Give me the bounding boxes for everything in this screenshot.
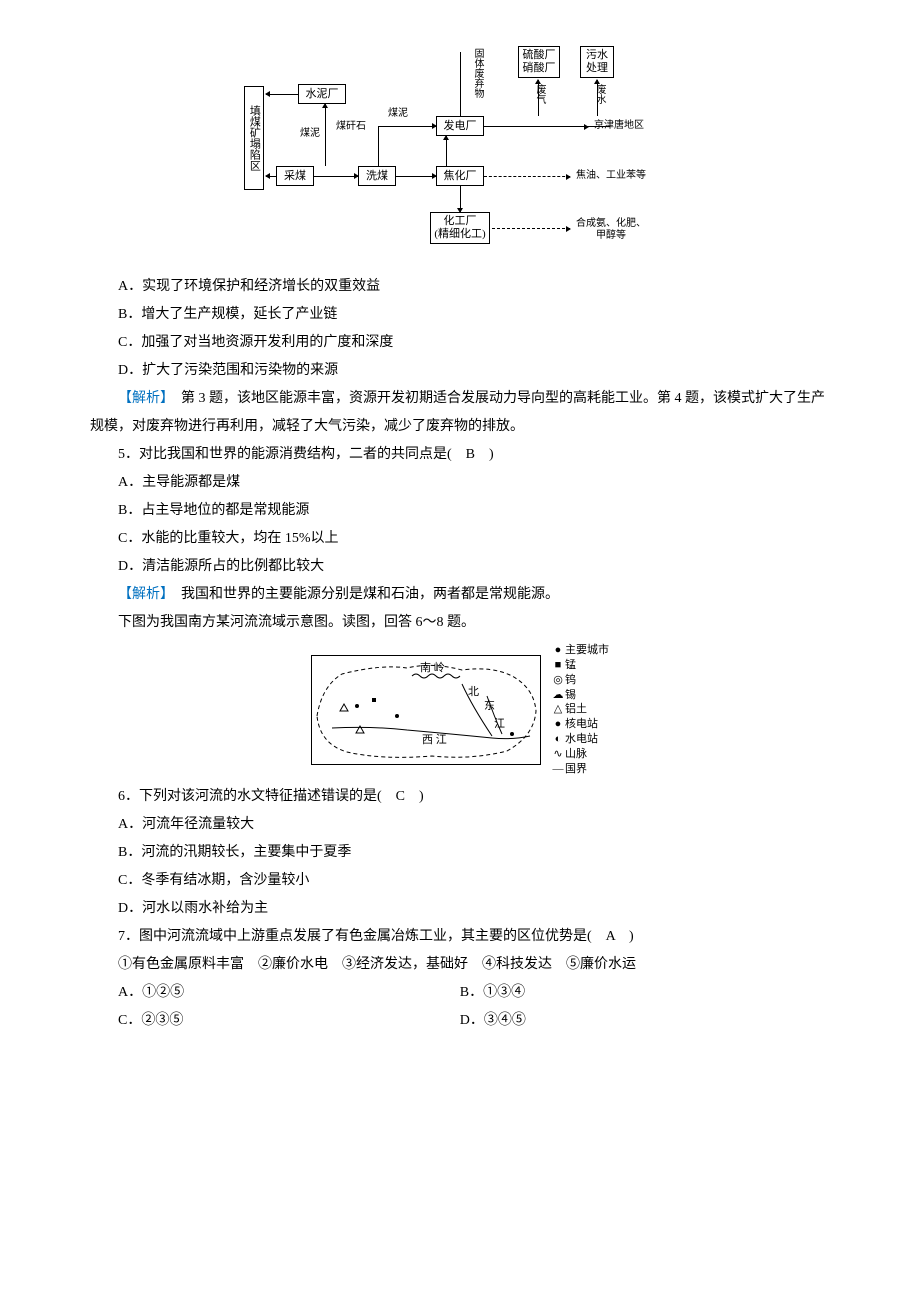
legend-row: ●主要城市 bbox=[551, 643, 609, 658]
node-sewage-top: 污水 bbox=[586, 49, 608, 62]
out-ammonia: 合成氨、化肥、甲醇等 bbox=[576, 218, 646, 242]
analysis-label: 【解析】 bbox=[118, 587, 167, 602]
legend-row: ●核电站 bbox=[551, 717, 609, 732]
node-fill: 填煤矿塌陷区 bbox=[244, 86, 264, 190]
legend-row: ☁锡 bbox=[551, 688, 609, 703]
legend-row: —国界 bbox=[551, 762, 609, 777]
node-cement: 水泥厂 bbox=[298, 84, 346, 104]
node-sewage-sub: 处理 bbox=[586, 62, 608, 75]
node-chem-top: 化工厂 bbox=[444, 215, 477, 228]
q6-opt-d: D．河水以雨水补给为主 bbox=[90, 895, 830, 923]
map-xijiang: 西 江 bbox=[422, 734, 447, 746]
q7-answer: A bbox=[606, 929, 615, 944]
q5-opt-c: C．水能的比重较大，均在 15%以上 bbox=[90, 525, 830, 553]
map-bei: 北 bbox=[468, 686, 479, 698]
lbl-solidwaste: 固体废弃物 bbox=[472, 48, 483, 98]
lbl-slime1: 煤泥 bbox=[300, 128, 320, 139]
q34-analysis: 【解析】 第 3 题，该地区能源丰富，资源开发初期适合发展动力导向型的高耗能工业… bbox=[90, 385, 830, 441]
q7-stem: 7．图中河流流域中上游重点发展了有色金属冶炼工业，其主要的区位优势是( A ) bbox=[90, 923, 830, 951]
node-coke: 焦化厂 bbox=[436, 166, 484, 186]
q6-opt-c: C．冬季有结冰期，含沙量较小 bbox=[90, 867, 830, 895]
legend-row: ◎钨 bbox=[551, 673, 609, 688]
q4-opt-a: A．实现了环境保护和经济增长的双重效益 bbox=[90, 273, 830, 301]
map-figure: 南 岭 东 北 江 西 江 ●主要城市 ■锰 ◎钨 ☁锡 △铝土 ●核电站 ◐水… bbox=[90, 643, 830, 777]
node-sewage: 污水 处理 bbox=[580, 46, 614, 78]
node-acid: 硫酸厂 硝酸厂 bbox=[518, 46, 560, 78]
map-legend: ●主要城市 ■锰 ◎钨 ☁锡 △铝土 ●核电站 ◐水电站 ∿山脉 —国界 bbox=[551, 643, 609, 777]
q5-answer: B bbox=[466, 447, 475, 462]
q6-opt-b: B．河流的汛期较长，主要集中于夏季 bbox=[90, 839, 830, 867]
q7-row-ab: A．①②⑤ B．①③④ bbox=[90, 979, 830, 1007]
q7-opt-a: A．①②⑤ bbox=[118, 979, 460, 1007]
q4-opt-d: D．扩大了污染范围和污染物的来源 bbox=[90, 357, 830, 385]
stem-6-8: 下图为我国南方某河流流域示意图。读图，回答 6～8 题。 bbox=[90, 609, 830, 637]
map-nanling: 南 岭 bbox=[420, 662, 445, 674]
analysis-text: 我国和世界的主要能源分别是煤和石油，两者都是常规能源。 bbox=[167, 587, 559, 602]
q4-opt-c: C．加强了对当地资源开发利用的广度和深度 bbox=[90, 329, 830, 357]
node-chem: 化工厂 (精细化工) bbox=[430, 212, 490, 244]
q4-opt-b: B．增大了生产规模，延长了产业链 bbox=[90, 301, 830, 329]
q6-opt-a: A．河流年径流量较大 bbox=[90, 811, 830, 839]
q7-opt-b: B．①③④ bbox=[460, 979, 830, 1007]
q6-stem: 6．下列对该河流的水文特征描述错误的是( C ) bbox=[90, 783, 830, 811]
node-chem-sub: (精细化工) bbox=[434, 228, 485, 241]
q5-stem: 5．对比我国和世界的能源消费结构，二者的共同点是( B ) bbox=[90, 441, 830, 469]
node-acid-sub: 硝酸厂 bbox=[523, 62, 556, 75]
legend-row: ◐水电站 bbox=[551, 732, 609, 747]
legend-row: ∿山脉 bbox=[551, 747, 609, 762]
out-cokeoil: 焦油、工业苯等 bbox=[576, 170, 646, 181]
legend-row: ■锰 bbox=[551, 658, 609, 673]
map-box: 南 岭 东 北 江 西 江 bbox=[311, 655, 541, 765]
map-dong: 东 bbox=[484, 700, 495, 712]
node-acid-top: 硫酸厂 bbox=[523, 49, 556, 62]
lbl-water: 废水 bbox=[594, 84, 605, 104]
q7-opt-c: C．②③⑤ bbox=[118, 1007, 460, 1035]
q7-opt-d: D．③④⑤ bbox=[460, 1007, 830, 1035]
node-power: 发电厂 bbox=[436, 116, 484, 136]
node-wash: 洗煤 bbox=[358, 166, 396, 186]
analysis-text: 第 3 题，该地区能源丰富，资源开发初期适合发展动力导向型的高耗能工业。第 4 … bbox=[90, 391, 825, 434]
node-mining: 采煤 bbox=[276, 166, 314, 186]
q5-analysis: 【解析】 我国和世界的主要能源分别是煤和石油，两者都是常规能源。 bbox=[90, 581, 830, 609]
analysis-label: 【解析】 bbox=[118, 391, 167, 406]
map-jiang: 江 bbox=[494, 718, 505, 730]
q5-opt-d: D．清洁能源所占的比例都比较大 bbox=[90, 553, 830, 581]
lbl-gas: 废气 bbox=[534, 84, 545, 104]
out-jjt: 京津唐地区 bbox=[594, 120, 644, 131]
q7-stem2: ①有色金属原料丰富 ②廉价水电 ③经济发达，基础好 ④科技发达 ⑤廉价水运 bbox=[90, 951, 830, 979]
lbl-gangue: 煤矸石 bbox=[336, 122, 366, 132]
q5-opt-a: A．主导能源都是煤 bbox=[90, 469, 830, 497]
q7-row-cd: C．②③⑤ D．③④⑤ bbox=[90, 1007, 830, 1035]
flowchart-figure: 填煤矿塌陷区 水泥厂 采煤 洗煤 发电厂 焦化厂 化工厂 (精细化工) 硫酸厂 … bbox=[90, 44, 830, 265]
legend-row: △铝土 bbox=[551, 702, 609, 717]
q5-opt-b: B．占主导地位的都是常规能源 bbox=[90, 497, 830, 525]
lbl-slime2: 煤泥 bbox=[388, 108, 408, 119]
q6-answer: C bbox=[396, 789, 405, 804]
